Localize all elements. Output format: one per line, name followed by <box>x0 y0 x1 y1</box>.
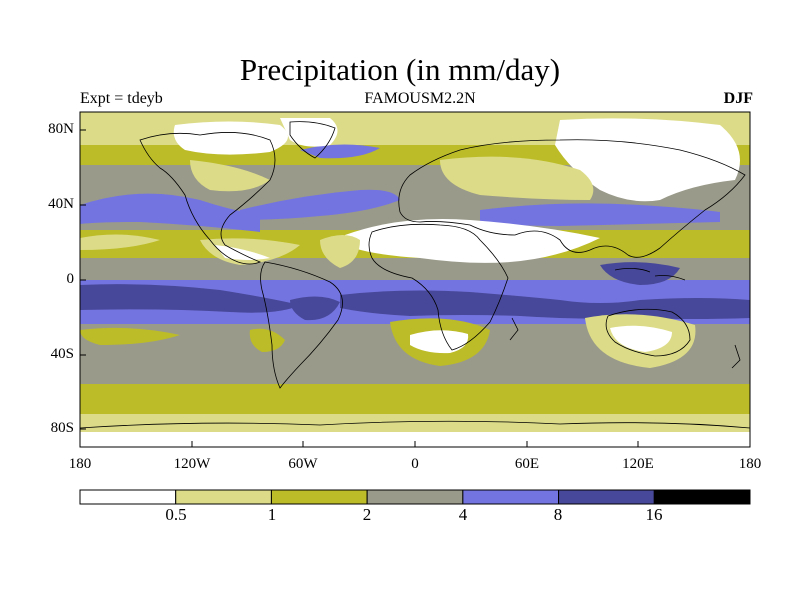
season-label: DJF <box>723 90 753 107</box>
arctic-dry-1 <box>173 121 288 155</box>
coast-north-america <box>139 132 276 265</box>
band-south-3 <box>80 414 750 432</box>
colorbar-label: 8 <box>553 505 563 524</box>
coastlines <box>79 121 751 429</box>
colorbar-swatch <box>366 489 464 505</box>
colorbar-swatch <box>653 489 751 505</box>
colorbar-label: 1 <box>267 505 277 524</box>
south-africa-core <box>410 330 469 354</box>
asia-blue <box>480 203 720 226</box>
coast-south-america <box>260 261 343 389</box>
axis-ticks <box>79 129 751 447</box>
asia-light <box>440 156 594 200</box>
lat-tick-label: 80S <box>50 420 74 436</box>
maritime-continent <box>600 262 680 285</box>
lat-tick-label: 80N <box>48 121 74 137</box>
chart-title: Precipitation (in mm/day) <box>239 52 561 87</box>
lon-tick-label: 60E <box>514 456 540 472</box>
colorbar-swatch <box>270 489 368 505</box>
lon-tick-label: 0 <box>411 456 419 472</box>
amazon-core <box>290 296 340 321</box>
band-antarctic <box>80 432 750 447</box>
coast-greenland <box>289 121 336 159</box>
south-pacific-light <box>249 328 285 352</box>
precip-field <box>80 112 750 447</box>
colorbar-label: 16 <box>645 505 663 524</box>
coast-australia <box>605 308 691 357</box>
lon-tick-label: 120E <box>622 456 654 472</box>
lat-tick-label: 40S <box>50 346 74 362</box>
lon-tick-label: 180 <box>68 456 92 472</box>
lat-tick-label: 40N <box>48 196 74 212</box>
coast-africa <box>368 223 509 351</box>
coast-europe-asia <box>398 139 746 258</box>
colorbar-swatch <box>79 489 177 505</box>
coast-antarctica <box>79 420 751 429</box>
pacific-dry-n2 <box>80 234 160 250</box>
colorbar-swatch <box>175 489 272 505</box>
colorbar-swatch <box>558 489 655 505</box>
experiment-label: Expt = tdeyb <box>80 90 163 107</box>
siberia-dry <box>555 118 740 202</box>
canada-light <box>190 160 270 192</box>
pacific-storm-track <box>80 193 260 232</box>
lon-tick-label: 60W <box>288 456 318 472</box>
greenland-dry <box>280 118 338 147</box>
coast-indonesia <box>614 268 686 281</box>
atlantic-storm-track <box>240 189 400 220</box>
colorbar-label: 2 <box>362 505 372 524</box>
lon-tick-label: 120W <box>173 456 211 472</box>
band-south-2 <box>80 384 750 414</box>
itcz-core-africa <box>340 290 750 319</box>
sahara-dry <box>345 219 600 263</box>
model-label: FAMOUSM2.2N <box>364 90 476 107</box>
colorbar-label: 0.5 <box>165 505 187 524</box>
mexico-dry <box>215 245 270 260</box>
sahara-light <box>320 235 360 268</box>
colorbar <box>79 489 751 505</box>
coast-new-zealand <box>731 344 741 369</box>
atlantic-north-blue <box>300 144 380 159</box>
lat-tick-label: 0 <box>66 271 75 287</box>
lon-tick-label: 180 <box>738 456 762 472</box>
colorbar-swatch <box>462 489 560 505</box>
colorbar-label: 4 <box>458 505 468 524</box>
coast-madagascar <box>509 317 519 341</box>
south-atlantic-green <box>80 327 180 345</box>
australia-core <box>610 325 672 352</box>
itcz-core-pacific <box>80 284 300 313</box>
